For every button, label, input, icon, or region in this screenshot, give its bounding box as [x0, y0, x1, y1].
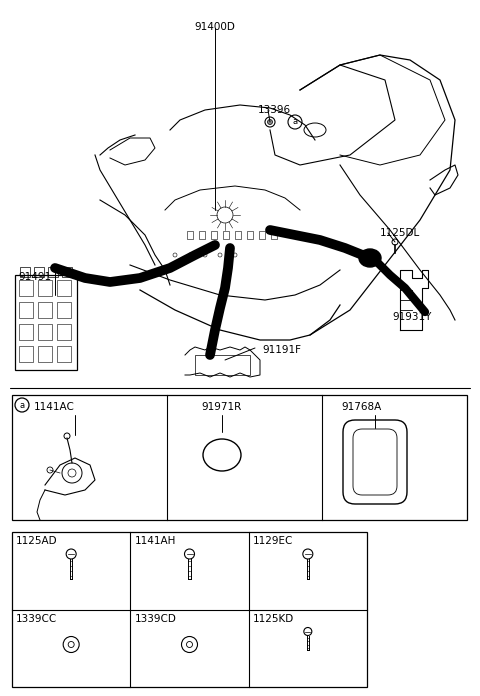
- Bar: [38, 346, 52, 362]
- Bar: [259, 231, 265, 239]
- Text: 91191F: 91191F: [262, 345, 301, 355]
- Bar: [38, 324, 52, 340]
- Text: 91768A: 91768A: [342, 402, 382, 412]
- Bar: [38, 302, 52, 318]
- Bar: [20, 267, 30, 277]
- Bar: [235, 231, 241, 239]
- Text: 1339CC: 1339CC: [16, 613, 57, 624]
- Bar: [57, 302, 71, 318]
- Bar: [19, 280, 33, 296]
- Bar: [12, 395, 467, 520]
- Ellipse shape: [359, 249, 381, 267]
- Text: 91491: 91491: [18, 272, 51, 282]
- Bar: [199, 231, 205, 239]
- Text: 91971R: 91971R: [202, 402, 242, 412]
- Bar: [38, 280, 52, 296]
- Bar: [211, 231, 217, 239]
- Bar: [57, 324, 71, 340]
- Text: a: a: [19, 400, 24, 409]
- Circle shape: [267, 120, 273, 125]
- Text: a: a: [292, 118, 298, 127]
- Bar: [247, 231, 253, 239]
- Text: 1339CD: 1339CD: [134, 613, 176, 624]
- Bar: [19, 346, 33, 362]
- Text: 13396: 13396: [258, 105, 291, 115]
- Bar: [57, 280, 71, 296]
- Bar: [223, 231, 229, 239]
- Text: 1125AD: 1125AD: [16, 536, 58, 546]
- Bar: [271, 231, 277, 239]
- Text: 91400D: 91400D: [194, 22, 235, 32]
- Text: 1125KD: 1125KD: [252, 613, 294, 624]
- Text: 91931Y: 91931Y: [392, 312, 432, 322]
- Text: 1125DL: 1125DL: [380, 228, 420, 238]
- Text: 1141AC: 1141AC: [34, 402, 75, 412]
- Bar: [195, 355, 250, 375]
- Bar: [62, 267, 72, 277]
- Bar: [34, 267, 44, 277]
- Bar: [19, 324, 33, 340]
- Bar: [19, 302, 33, 318]
- Text: 1141AH: 1141AH: [134, 536, 176, 546]
- Text: 1129EC: 1129EC: [252, 536, 293, 546]
- Bar: [12, 532, 367, 687]
- Bar: [57, 346, 71, 362]
- Bar: [187, 231, 193, 239]
- Bar: [48, 267, 58, 277]
- Bar: [15, 275, 77, 370]
